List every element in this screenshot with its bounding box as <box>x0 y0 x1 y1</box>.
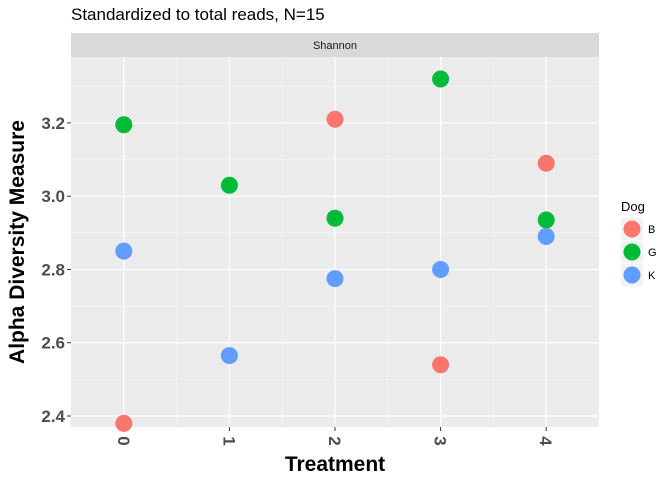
y-tick-label: 2.4 <box>41 407 65 426</box>
facet-strip <box>71 33 599 57</box>
point-B-0 <box>115 414 133 432</box>
point-G-0 <box>115 116 133 134</box>
x-axis-title: Treatment <box>285 453 385 476</box>
legend-label-B: B <box>648 224 655 236</box>
point-K-4 <box>537 228 555 246</box>
legend: Dog BGK <box>621 199 657 286</box>
facet-strip-label: Shannon <box>313 40 357 52</box>
legend-label-K: K <box>648 270 656 282</box>
point-G-2 <box>326 209 344 227</box>
data-points <box>115 70 555 432</box>
point-K-1 <box>220 347 238 365</box>
legend-label-G: G <box>648 247 657 259</box>
x-tick-label: 4 <box>536 436 555 446</box>
x-axis-ticks: 0 1 2 3 4 <box>114 427 555 446</box>
y-tick-label: 3.0 <box>41 187 65 206</box>
point-B-3 <box>432 356 450 374</box>
legend-key-B <box>623 220 641 238</box>
x-tick-label: 1 <box>219 436 238 445</box>
point-G-4 <box>537 211 555 229</box>
x-tick-label: 3 <box>431 436 450 445</box>
point-G-1 <box>220 176 238 194</box>
y-axis-ticks: 2.4 2.6 2.8 3.0 3.2 <box>41 114 71 426</box>
point-G-3 <box>432 70 450 88</box>
point-K-3 <box>432 260 450 278</box>
point-B-4 <box>537 154 555 172</box>
y-tick-label: 2.8 <box>41 260 65 279</box>
point-K-0 <box>115 242 133 260</box>
chart-title: Standardized to total reads, N=15 <box>71 5 325 24</box>
y-tick-label: 3.2 <box>41 114 65 133</box>
legend-key-G <box>623 243 641 261</box>
point-K-2 <box>326 270 344 288</box>
y-tick-label: 2.6 <box>41 334 65 353</box>
x-tick-label: 2 <box>325 436 344 445</box>
y-axis-title: Alpha Diversity Measure <box>6 120 29 364</box>
legend-title: Dog <box>621 199 645 214</box>
legend-key-K <box>623 266 641 284</box>
x-tick-label: 0 <box>114 436 133 445</box>
point-B-2 <box>326 110 344 128</box>
